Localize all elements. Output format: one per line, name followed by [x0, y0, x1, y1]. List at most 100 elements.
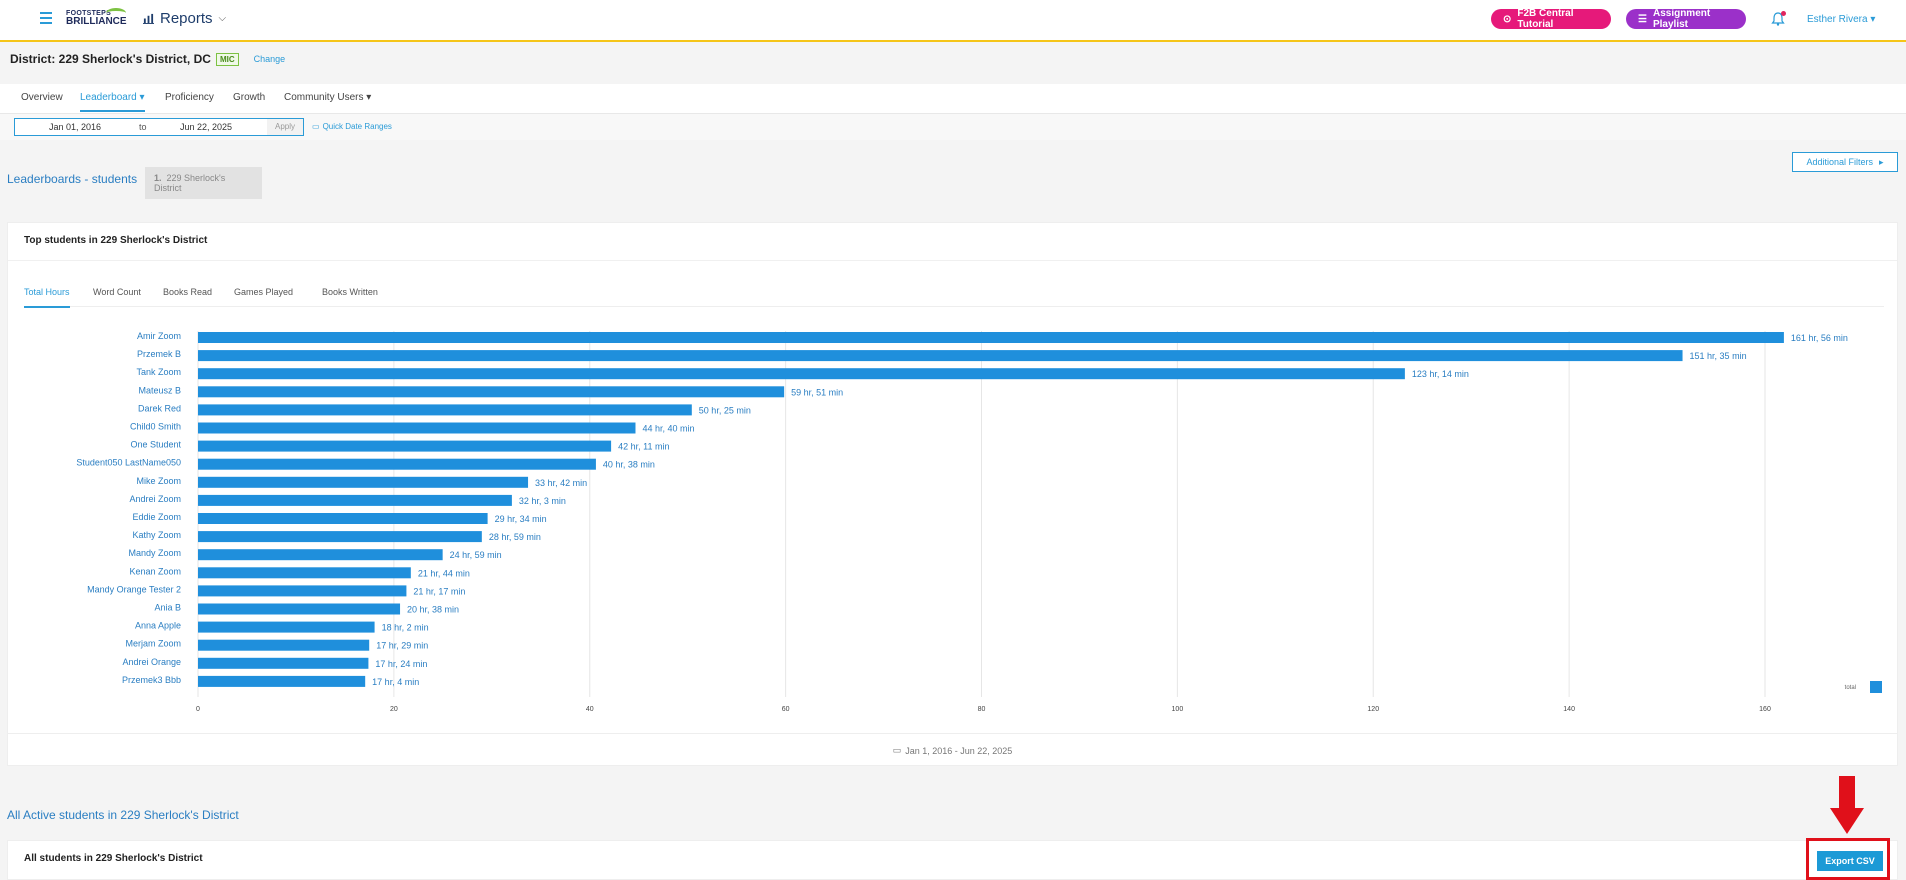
end-date-input[interactable]: Jun 22, 2025 — [180, 122, 233, 132]
student-name-label: Mike Zoom — [136, 476, 181, 486]
top-students-card: Top students in 229 Sherlock's District … — [7, 222, 1898, 766]
active-students-title: All Active students in 229 Sherlock's Di… — [7, 808, 239, 822]
x-tick-label: 60 — [782, 706, 790, 713]
f2b-tutorial-button[interactable]: ⊙ F2B Central Tutorial — [1491, 8, 1611, 30]
district-label: District: 229 Sherlock's District, DC — [10, 52, 211, 66]
mic-badge: MIC — [215, 52, 239, 66]
tab-growth[interactable]: Growth — [233, 92, 266, 103]
bar — [198, 639, 370, 651]
district-header: District: 229 Sherlock's District, DC MI… — [10, 52, 285, 66]
calendar-icon: ▭ — [892, 745, 902, 755]
student-name-label: Mandy Zoom — [128, 548, 181, 558]
export-csv-button[interactable]: Export CSV — [1817, 851, 1883, 871]
tab-books-read[interactable]: Books Read — [163, 287, 213, 297]
top-bar: FOOTSTEPS BRILLIANCE Reports ⌵ ⊙ F2B Cen… — [0, 0, 1906, 42]
notification-bell-icon[interactable] — [1771, 11, 1786, 26]
bar-value-label: 21 hr, 17 min — [413, 586, 465, 596]
bar-value-label: 32 hr, 3 min — [519, 496, 566, 506]
menu-icon[interactable] — [40, 12, 52, 24]
bar-value-label: 44 hr, 40 min — [642, 424, 694, 434]
bar-value-label: 40 hr, 38 min — [603, 460, 655, 470]
bar — [198, 476, 529, 488]
f2b-tutorial-label: F2B Central Tutorial — [1517, 8, 1574, 30]
leaderboard-title: Leaderboards - students — [7, 172, 138, 186]
bar-value-label: 42 hr, 11 min — [618, 442, 669, 452]
reports-menu[interactable]: Reports ⌵ — [143, 10, 226, 27]
tab-games-played[interactable]: Games Played — [234, 287, 294, 297]
bar — [198, 549, 443, 561]
tab-proficiency[interactable]: Proficiency — [165, 92, 214, 103]
tab-total-hours[interactable]: Total Hours — [24, 287, 70, 308]
bar-value-label: 18 hr, 2 min — [382, 623, 429, 633]
additional-filters-button[interactable]: Additional Filters ▸ — [1792, 152, 1898, 172]
bar — [198, 494, 512, 506]
bar — [198, 458, 596, 470]
user-menu[interactable]: Esther Rivera ▾ — [1807, 14, 1876, 25]
tab-community-users[interactable]: Community Users ▾ — [284, 92, 372, 103]
quick-date-ranges-link[interactable]: ▭ Quick Date Ranges — [312, 122, 392, 131]
bar-value-label: 17 hr, 24 min — [375, 659, 427, 669]
bar-value-label: 21 hr, 44 min — [418, 568, 470, 578]
legend-swatch — [1870, 681, 1882, 693]
student-name-label: Mandy Orange Tester 2 — [87, 584, 181, 594]
bar — [198, 332, 1784, 343]
bar-value-label: 50 hr, 25 min — [699, 405, 751, 415]
bar — [198, 585, 407, 597]
logo[interactable]: FOOTSTEPS BRILLIANCE — [66, 8, 127, 32]
student-name-label: Przemek B — [137, 349, 181, 359]
user-name: Esther Rivera — [1807, 14, 1868, 25]
student-name-label: Student050 LastName050 — [76, 458, 181, 468]
assignment-playlist-button[interactable]: ☰ Assignment Playlist — [1626, 8, 1746, 30]
bar-value-label: 28 hr, 59 min — [489, 532, 541, 542]
bar — [198, 531, 482, 543]
bar-value-label: 59 hr, 51 min — [791, 387, 843, 397]
report-nav-tabs: Overview Leaderboard ▾ Proficiency Growt… — [0, 84, 1906, 114]
bar — [198, 621, 375, 633]
logo-line2: BRILLIANCE — [66, 16, 127, 27]
card-title: Top students in 229 Sherlock's District — [24, 235, 208, 246]
breadcrumb[interactable]: 1. 229 Sherlock's District — [145, 167, 262, 199]
total-hours-bar-chart: 0 20 40 60 80 100 120 140 160 Amir Zoom 161 hr, 56… — [76, 331, 1882, 713]
date-to-label: to — [139, 122, 147, 132]
x-tick-label: 20 — [390, 706, 398, 713]
reports-label: Reports — [160, 10, 213, 27]
student-name-label: Child0 Smith — [130, 422, 181, 432]
bar — [198, 368, 1405, 380]
bar-value-label: 29 hr, 34 min — [495, 514, 547, 524]
apply-button[interactable]: Apply — [267, 119, 303, 135]
tab-community-users-label: Community Users — [284, 92, 364, 103]
student-name-label: Kathy Zoom — [132, 530, 181, 540]
card-header: Top students in 229 Sherlock's District — [8, 223, 1897, 261]
tab-leaderboard[interactable]: Leaderboard ▾ — [80, 92, 145, 112]
bar-value-label: 24 hr, 59 min — [450, 550, 502, 560]
bar-value-label: 161 hr, 56 min — [1791, 333, 1848, 343]
all-students-title: All students in 229 Sherlock's District — [24, 853, 203, 864]
bar-value-label: 17 hr, 4 min — [372, 677, 419, 687]
student-name-label: Darek Red — [138, 403, 181, 413]
student-name-label: One Student — [130, 440, 181, 450]
bar-value-label: 123 hr, 14 min — [1412, 369, 1469, 379]
bar — [198, 567, 411, 579]
tab-books-written[interactable]: Books Written — [322, 287, 378, 297]
chevron-down-icon: ⌵ — [218, 13, 227, 24]
tab-word-count[interactable]: Word Count — [93, 287, 141, 297]
card-footer: ▭ Jan 1, 2016 - Jun 22, 2025 — [8, 733, 1897, 767]
metric-tabs: Total Hours Word Count Books Read Games … — [24, 285, 1884, 308]
student-name-label: Eddie Zoom — [132, 512, 181, 522]
student-name-label: Mateusz B — [138, 385, 181, 395]
notification-dot — [1781, 11, 1786, 16]
breadcrumb-label: 229 Sherlock's District — [154, 173, 226, 193]
x-tick-label: 100 — [1172, 706, 1184, 713]
tab-overview[interactable]: Overview — [21, 92, 63, 103]
red-arrow-icon — [1830, 776, 1864, 834]
bar — [198, 657, 369, 669]
additional-filters-label: Additional Filters — [1806, 157, 1873, 167]
change-district-link[interactable]: Change — [253, 54, 286, 64]
play-circle-icon: ⊙ — [1503, 13, 1512, 25]
assignment-playlist-label: Assignment Playlist — [1652, 8, 1711, 30]
date-range-picker[interactable]: Jan 01, 2016 to Jun 22, 2025 Apply — [14, 118, 304, 136]
student-name-label: Andrei Zoom — [129, 494, 181, 504]
x-tick-label: 120 — [1367, 706, 1379, 713]
start-date-input[interactable]: Jan 01, 2016 — [49, 122, 102, 132]
list-icon: ☰ — [1638, 13, 1647, 25]
